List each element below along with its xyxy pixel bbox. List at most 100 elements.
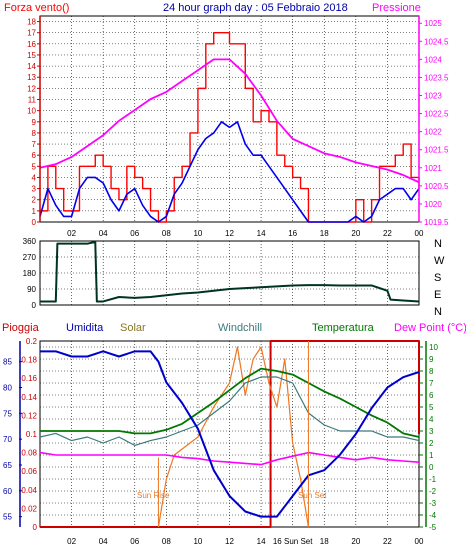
wind-tick-label: 13 [27, 73, 36, 82]
humidity-tick-label: 85 [3, 358, 12, 367]
rain-tick-label: 0.1 [26, 430, 38, 439]
wind-tick-label: 4 [32, 173, 37, 182]
wind-axis-title: Forza vento() [4, 2, 69, 14]
rain-tick-label: 0.12 [21, 411, 37, 420]
temperature-tick-label: 4 [429, 415, 434, 424]
wind-x-tick-label: 04 [99, 229, 108, 238]
humidity-tick-label: 60 [3, 487, 12, 496]
humidity-tick-label: 55 [3, 513, 12, 522]
temperature-x-tick-label: 20 [351, 537, 360, 546]
legend-temperature: Temperatura [312, 322, 375, 334]
direction-label-east: E [434, 289, 441, 301]
temperature-tick-label: -4 [429, 511, 437, 520]
wind-x-tick-label: 06 [130, 229, 139, 238]
series-layer [39, 32, 420, 528]
temperature-tick-label: 5 [429, 403, 434, 412]
temperature-tick-label: 1 [429, 451, 434, 460]
wind-tick-label: 18 [27, 18, 36, 27]
temperature-tick-label: 10 [429, 343, 438, 352]
temperature-tick-label: 9 [429, 355, 434, 364]
wind-tick-label: 11 [28, 96, 37, 105]
direction-label-south: S [434, 272, 441, 284]
direction-tick-label: 0 [32, 301, 37, 310]
series-wind [39, 120, 420, 223]
legend-rain: Pioggia [2, 322, 40, 334]
rain-tick-label: 0 [33, 523, 38, 532]
pressure-tick-label: 1019.5 [424, 218, 449, 227]
direction-label-west: W [434, 255, 445, 267]
sunrise-annotation: Sun Rise [137, 491, 170, 500]
direction-label-north-top: N [434, 238, 442, 250]
wind-tick-label: 12 [27, 84, 36, 93]
legend-dewpoint: Dew Point (°C) [394, 322, 466, 334]
wind-tick-label: 3 [32, 185, 37, 194]
pressure-tick-label: 1024.5 [424, 37, 449, 46]
rain-tick-label: 0.06 [21, 467, 37, 476]
series-windchill [39, 376, 420, 446]
pressure-tick-label: 1023 [424, 92, 442, 101]
series-dewpoint [39, 451, 420, 466]
pressure-tick-label: 1025 [424, 19, 442, 28]
temperature-x-tick-label: 16 Sun Set [273, 537, 313, 546]
wind-x-tick-label: 20 [351, 229, 360, 238]
wind-tick-label: 15 [27, 51, 36, 60]
temperature-tick-label: -3 [429, 499, 437, 508]
rain-tick-label: 0.04 [21, 486, 37, 495]
humidity-tick-label: 75 [3, 409, 12, 418]
temperature-tick-label: 2 [429, 439, 434, 448]
series-pressure [39, 58, 420, 184]
pressure-tick-label: 1023.5 [424, 73, 449, 82]
rain-tick-label: 0.2 [26, 337, 38, 346]
temperature-tick-label: 7 [429, 379, 434, 388]
axes-layer: 01234567891011121314151617181019.5102010… [3, 16, 449, 546]
direction-label-north-bottom: N [434, 306, 442, 318]
wind-tick-label: 6 [32, 151, 37, 160]
wind-x-tick-label: 22 [383, 229, 392, 238]
temperature-x-tick-label: 10 [193, 537, 202, 546]
humidity-tick-label: 65 [3, 461, 12, 470]
wind-tick-label: 1 [32, 207, 37, 216]
wind-tick-label: 7 [32, 140, 37, 149]
wind-tick-label: 16 [27, 40, 36, 49]
legend-windchill: Windchill [218, 322, 262, 334]
wind-x-tick-label: 08 [162, 229, 171, 238]
temperature-tick-label: -1 [429, 475, 437, 484]
wind-tick-label: 2 [32, 196, 37, 205]
direction-tick-label: 90 [27, 285, 36, 294]
temperature-x-tick-label: 14 [257, 537, 266, 546]
wind-tick-label: 8 [32, 129, 37, 138]
direction-tick-label: 360 [23, 237, 37, 246]
wind-tick-label: 14 [27, 62, 36, 71]
wind-tick-label: 9 [32, 118, 37, 127]
humidity-tick-label: 80 [3, 384, 12, 393]
rain-tick-label: 0.02 [21, 504, 37, 513]
pressure-axis-title: Pressione [372, 2, 421, 14]
rain-tick-label: 0.16 [21, 374, 37, 383]
temperature-x-tick-label: 08 [162, 537, 171, 546]
wind-x-tick-label: 18 [320, 229, 329, 238]
pressure-tick-label: 1020.5 [424, 182, 449, 191]
temperature-x-tick-label: 02 [67, 537, 76, 546]
wind-x-tick-label: 02 [67, 229, 76, 238]
sunset-annotation: Sun Set [298, 491, 327, 500]
series-temperature [40, 367, 420, 438]
series-gust [40, 32, 420, 223]
chart-title: 24 hour graph day : 05 Febbraio 2018 [163, 2, 348, 14]
legend-humidity: Umidita [66, 322, 104, 334]
wind-tick-label: 17 [27, 29, 36, 38]
wind-x-tick-label: 16 [288, 229, 297, 238]
wind-x-tick-label: 10 [193, 229, 202, 238]
temperature-x-tick-label: 22 [383, 537, 392, 546]
wind-x-tick-label: 12 [225, 229, 234, 238]
pressure-tick-label: 1020 [424, 200, 442, 209]
rain-tick-label: 0.18 [21, 356, 37, 365]
series-direction [40, 240, 420, 303]
temperature-x-tick-label: 00 [415, 537, 424, 546]
temperature-x-tick-label: 18 [320, 537, 329, 546]
temperature-tick-label: 3 [429, 427, 434, 436]
temperature-tick-label: 8 [429, 367, 434, 376]
temperature-tick-label: 6 [429, 391, 434, 400]
wind-tick-label: 5 [32, 162, 37, 171]
